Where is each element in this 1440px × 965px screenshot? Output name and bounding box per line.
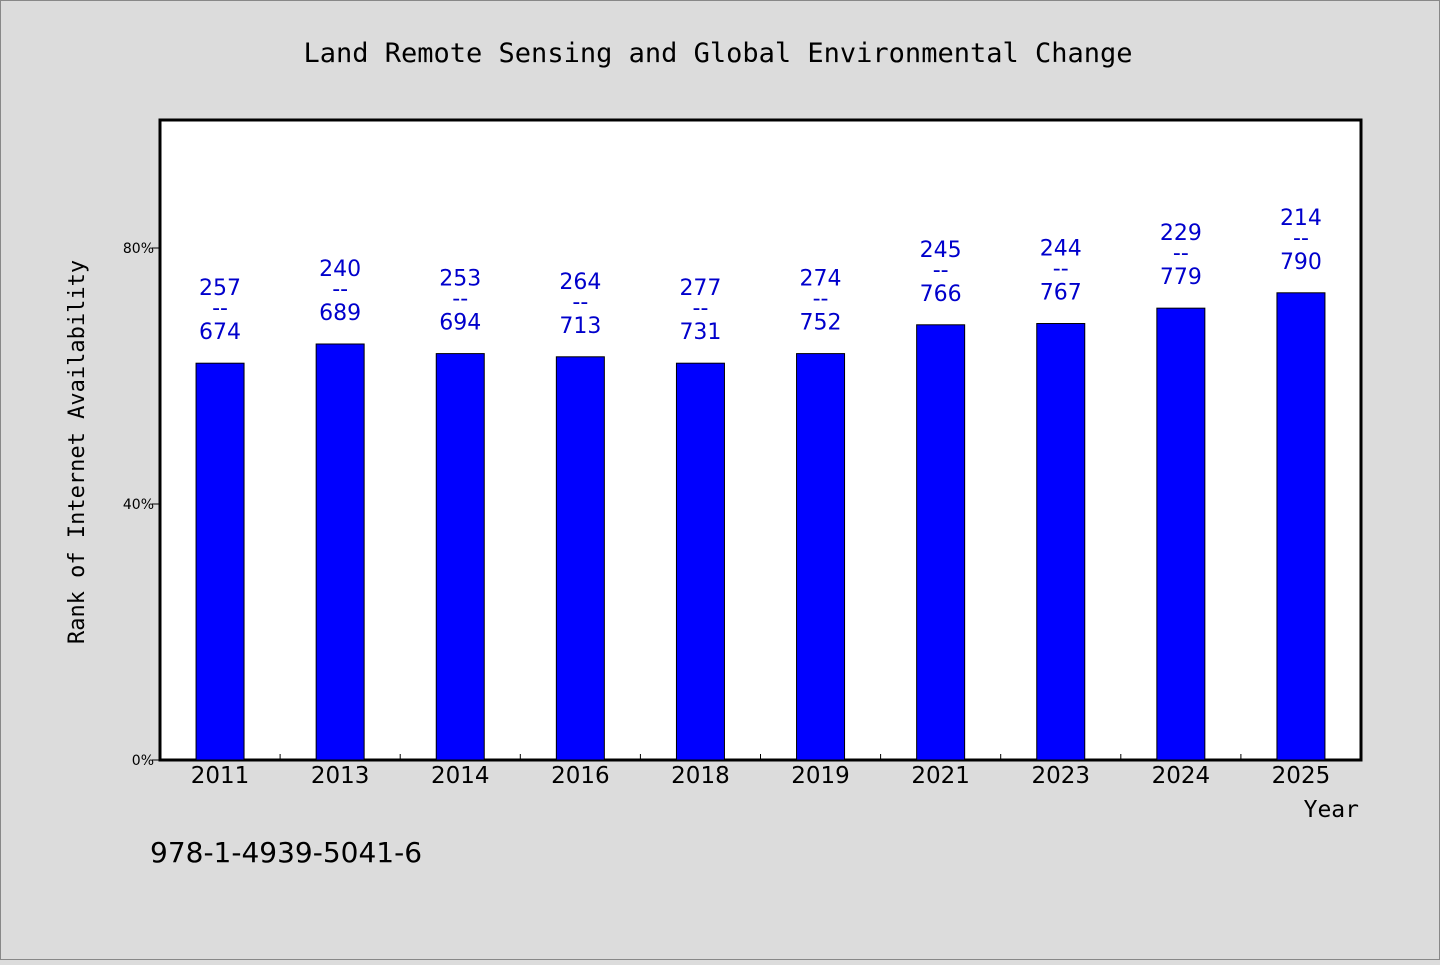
y-tick-label-40%: 40% xyxy=(123,497,154,513)
bar-label-top-2018: 277 xyxy=(679,276,721,301)
bars-group xyxy=(195,292,1326,761)
bar-label-sep-2016: -- xyxy=(572,290,588,315)
bar-label-top-2016: 264 xyxy=(559,270,601,295)
bar-2019 xyxy=(796,353,846,761)
x-axis-label: Year xyxy=(1304,797,1359,823)
x-tick-label-2011: 2011 xyxy=(191,763,250,789)
bar-label-sep-2023: -- xyxy=(1053,257,1069,282)
bar-2023 xyxy=(1036,323,1086,761)
y-tick-label-80%: 80% xyxy=(123,241,154,257)
bar-label-bottom-2021: 766 xyxy=(920,282,962,307)
y-tick-label-0%: 0% xyxy=(132,753,154,769)
bar-label-top-2023: 244 xyxy=(1040,237,1082,262)
bar-label-sep-2013: -- xyxy=(332,277,348,302)
isbn-label: 978-1-4939-5041-6 xyxy=(150,836,422,869)
bar-label-top-2024: 229 xyxy=(1160,221,1202,246)
bar-2018 xyxy=(675,362,725,761)
bar-label-bottom-2018: 731 xyxy=(679,320,721,345)
x-tick-label-2025: 2025 xyxy=(1272,763,1331,789)
x-tick-label-2014: 2014 xyxy=(431,763,490,789)
bar-label-bottom-2011: 674 xyxy=(199,320,241,345)
bar-2013 xyxy=(315,343,365,761)
x-axis-ticks: 2011 2013 2014 2016 2018 2019 2021 2023 2024 2025 xyxy=(191,754,1330,789)
x-tick-label-2018: 2018 xyxy=(671,763,730,789)
bar-label-top-2011: 257 xyxy=(199,276,241,301)
bar-2025 xyxy=(1276,292,1326,761)
x-tick-label-2013: 2013 xyxy=(311,763,370,789)
bar-label-sep-2024: -- xyxy=(1173,241,1189,266)
bar-label-sep-2021: -- xyxy=(933,258,949,283)
bar-label-top-2025: 214 xyxy=(1280,206,1322,231)
bar-label-top-2013: 240 xyxy=(319,257,361,282)
x-tick-label-2019: 2019 xyxy=(791,763,850,789)
y-axis-label: Rank of Internet Availability xyxy=(65,260,90,644)
bar-label-bottom-2025: 790 xyxy=(1280,250,1322,275)
bar-label-bottom-2014: 694 xyxy=(439,311,481,336)
bar-label-bottom-2013: 689 xyxy=(319,301,361,326)
bar-labels-group: 257--674240--689253--694264--713277--731… xyxy=(199,206,1322,345)
x-tick-label-2023: 2023 xyxy=(1031,763,1090,789)
y-axis-ticks: 0% 40% 80% xyxy=(123,241,160,769)
bar-label-sep-2019: -- xyxy=(813,287,829,312)
bar-2024 xyxy=(1156,307,1206,761)
bar-label-sep-2025: -- xyxy=(1293,226,1309,251)
bar-label-bottom-2019: 752 xyxy=(800,311,842,336)
bar-label-sep-2018: -- xyxy=(693,296,709,321)
bar-label-sep-2014: -- xyxy=(452,287,468,312)
x-tick-label-2024: 2024 xyxy=(1152,763,1211,789)
bar-label-top-2019: 274 xyxy=(800,267,842,292)
bar-label-top-2014: 253 xyxy=(439,267,481,292)
bar-label-bottom-2024: 779 xyxy=(1160,265,1202,290)
x-tick-label-2016: 2016 xyxy=(551,763,610,789)
bar-2011 xyxy=(195,362,245,761)
bar-2021 xyxy=(916,324,966,761)
bar-2016 xyxy=(555,356,605,761)
chart-title: Land Remote Sensing and Global Environme… xyxy=(303,38,1132,69)
x-tick-label-2021: 2021 xyxy=(911,763,970,789)
bar-label-top-2021: 245 xyxy=(920,238,962,263)
bar-label-bottom-2016: 713 xyxy=(559,314,601,339)
bar-label-bottom-2023: 767 xyxy=(1040,281,1082,306)
bar-2014 xyxy=(435,353,485,761)
bar-label-sep-2011: -- xyxy=(212,296,228,321)
